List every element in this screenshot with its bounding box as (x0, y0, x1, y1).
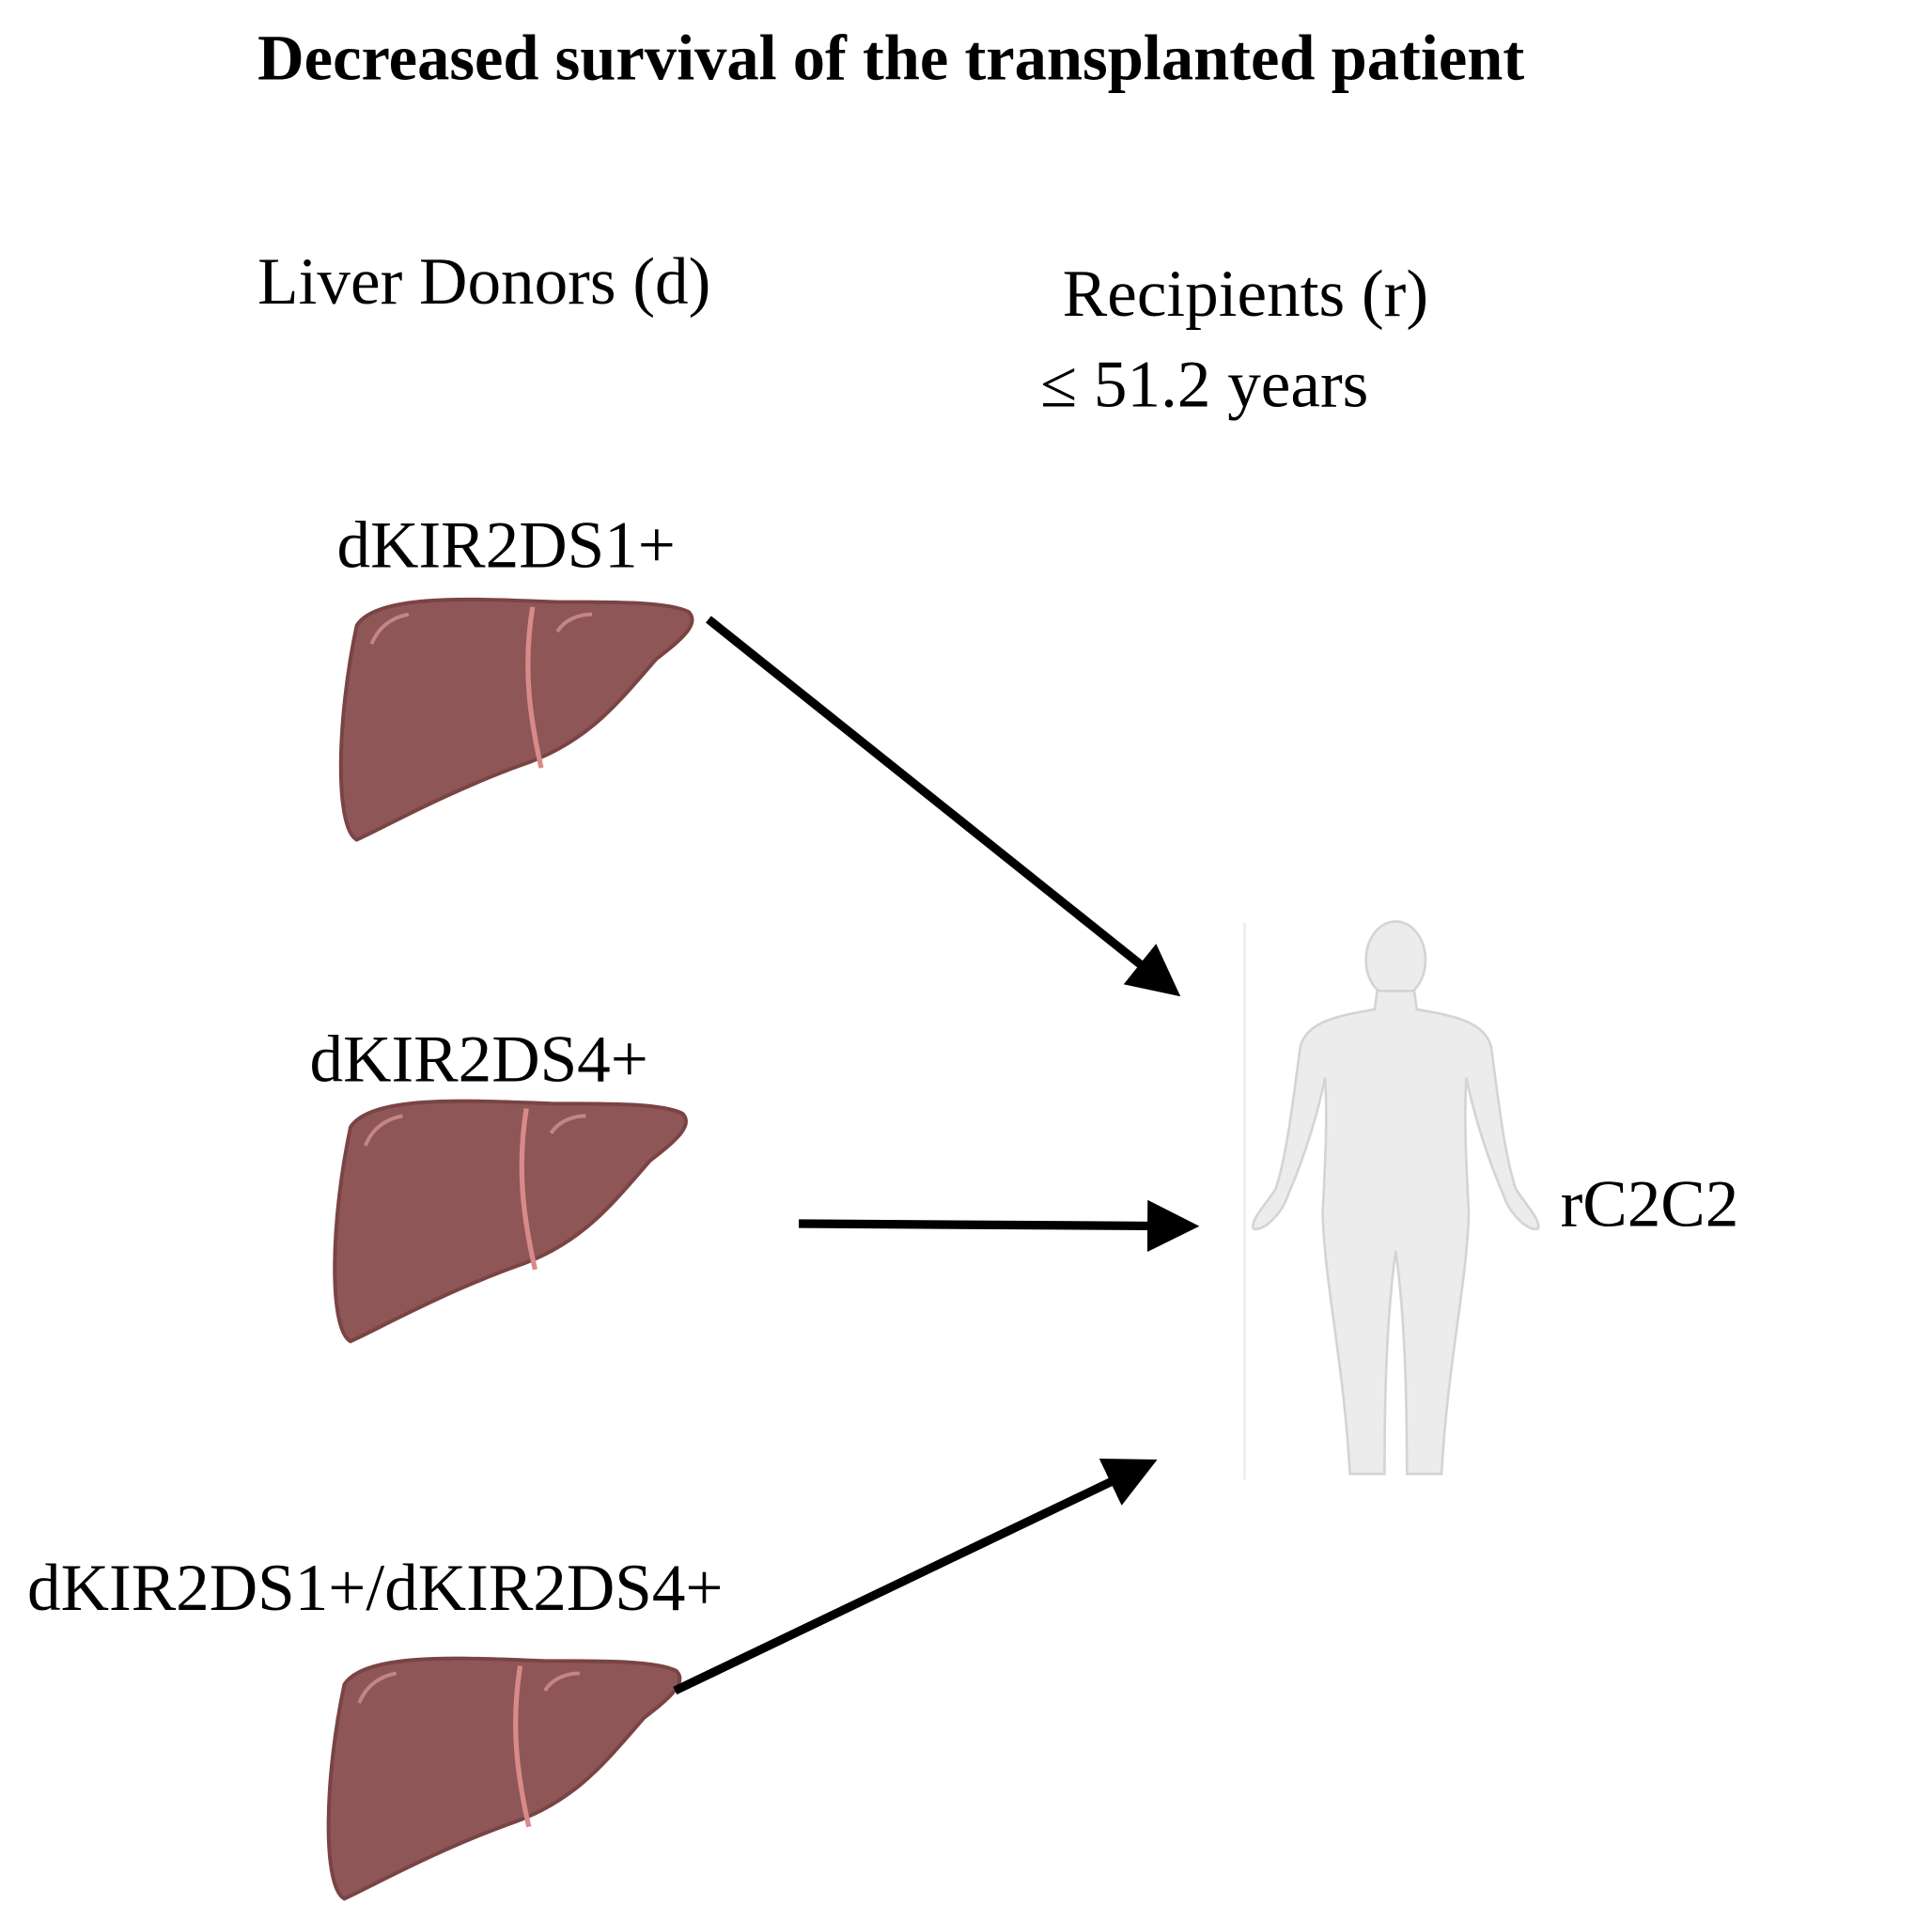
donor-label: dKIR2DS1+/dKIR2DS4+ (27, 1552, 724, 1625)
donor-label: dKIR2DS4+ (310, 1023, 648, 1096)
recipients-age: ≤ 51.2 years (1040, 348, 1368, 421)
recipients-heading: Recipients (r) (1063, 258, 1428, 331)
donors-heading: Liver Donors (d) (257, 245, 710, 319)
liver-icon (335, 1101, 686, 1342)
donor-label: dKIR2DS1+ (337, 509, 676, 583)
title: Decreased survival of the transplanted p… (257, 22, 1524, 93)
human-figure (1252, 920, 1540, 1476)
recipient-label: rC2C2 (1561, 1168, 1739, 1242)
liver-icon (341, 600, 693, 840)
arrow (706, 616, 1181, 997)
arrow (673, 1458, 1158, 1695)
arrow (799, 1199, 1200, 1253)
liver-icon (329, 1659, 680, 1899)
